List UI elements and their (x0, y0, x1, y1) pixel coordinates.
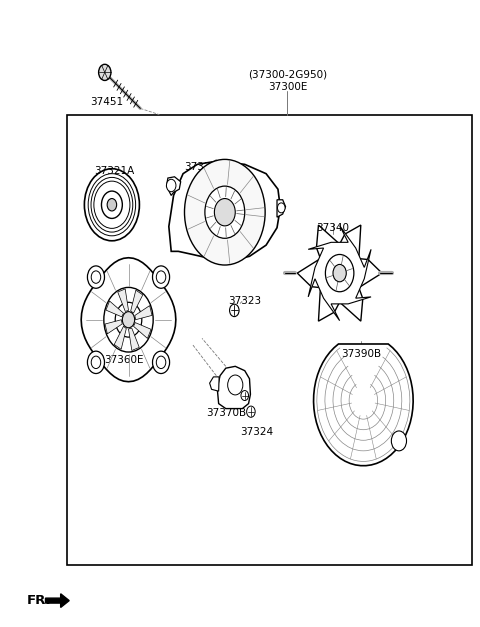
Circle shape (87, 351, 105, 374)
Polygon shape (129, 328, 139, 350)
Text: 37300E: 37300E (268, 82, 307, 92)
Text: 37321A: 37321A (94, 166, 134, 176)
Polygon shape (308, 226, 371, 320)
Polygon shape (105, 320, 122, 334)
Polygon shape (106, 301, 123, 317)
Polygon shape (114, 326, 126, 349)
Polygon shape (118, 289, 129, 312)
Text: (37300-2G950): (37300-2G950) (248, 69, 327, 79)
Circle shape (115, 302, 142, 337)
Text: 37451: 37451 (91, 97, 124, 107)
Circle shape (91, 356, 101, 369)
Polygon shape (313, 344, 413, 466)
Circle shape (91, 177, 133, 232)
Bar (67, 115, 472, 565)
Circle shape (104, 287, 153, 352)
Polygon shape (133, 323, 151, 339)
Circle shape (156, 271, 166, 283)
Text: 37323: 37323 (228, 296, 261, 306)
Circle shape (88, 174, 136, 236)
Circle shape (167, 179, 176, 192)
Circle shape (122, 312, 135, 328)
Text: 37330K: 37330K (184, 162, 224, 172)
Circle shape (101, 191, 122, 218)
Text: 37370B: 37370B (206, 408, 246, 418)
Text: 37340: 37340 (316, 223, 349, 233)
Circle shape (215, 199, 235, 226)
Polygon shape (169, 161, 280, 261)
Circle shape (241, 391, 249, 401)
Text: 37360E: 37360E (104, 355, 144, 365)
Circle shape (184, 159, 265, 265)
Polygon shape (167, 177, 180, 196)
Circle shape (391, 431, 407, 451)
Circle shape (205, 186, 245, 238)
Circle shape (333, 265, 346, 282)
Circle shape (247, 406, 255, 418)
Polygon shape (297, 225, 382, 321)
Circle shape (153, 351, 169, 374)
Circle shape (91, 271, 101, 283)
Circle shape (153, 266, 169, 288)
Polygon shape (277, 200, 286, 217)
Polygon shape (81, 258, 176, 382)
Polygon shape (135, 305, 152, 320)
Circle shape (94, 181, 130, 228)
Circle shape (277, 203, 285, 213)
Circle shape (107, 199, 117, 211)
Circle shape (84, 169, 139, 241)
Polygon shape (131, 290, 143, 313)
Text: 37324: 37324 (240, 426, 273, 436)
Polygon shape (210, 377, 219, 391)
Polygon shape (217, 366, 251, 409)
Text: FR.: FR. (26, 594, 51, 607)
Text: 37390B: 37390B (341, 349, 381, 359)
Circle shape (229, 304, 239, 317)
Circle shape (228, 375, 243, 395)
Circle shape (325, 255, 354, 292)
Circle shape (98, 65, 111, 80)
FancyArrow shape (46, 594, 69, 608)
Circle shape (87, 266, 105, 288)
Circle shape (156, 356, 166, 369)
